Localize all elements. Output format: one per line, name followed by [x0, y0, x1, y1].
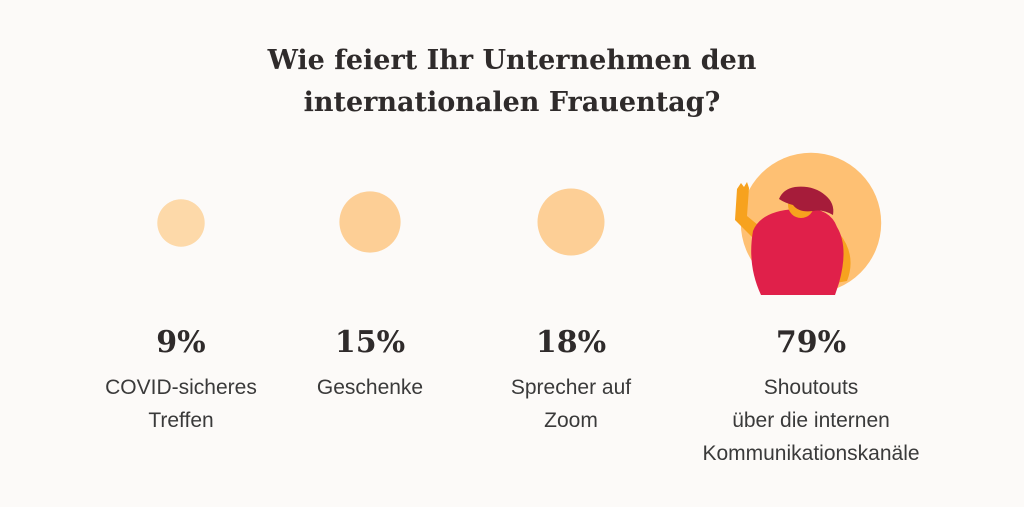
category-label-3-line-2: Zoom [544, 409, 598, 432]
category-label-4-line-3: Kommunikationskanäle [702, 442, 919, 465]
category-label-1-line-1: COVID-sicheres [105, 376, 257, 399]
category-label-3-line-1: Sprecher auf [511, 376, 631, 399]
title-line-2: internationalen Frauentag? [303, 87, 721, 118]
bubble-group-1: 9% COVID-sicheres Treffen [105, 199, 257, 432]
bubble-2 [339, 191, 401, 253]
title-line-1: Wie feiert Ihr Unternehmen den [267, 45, 757, 76]
bubble-group-2: 15% Geschenke [317, 191, 423, 399]
figure-body [751, 208, 844, 295]
woman-illustration [735, 182, 851, 295]
value-label-2: 15% [335, 325, 405, 360]
bubble-1 [157, 199, 205, 247]
bubble-group-3: 18% Sprecher auf Zoom [511, 188, 631, 432]
category-label-4-line-2: über die internen [732, 409, 890, 432]
value-label-3: 18% [536, 325, 606, 360]
chart-title: Wie feiert Ihr Unternehmen den internati… [0, 40, 1024, 124]
category-label-2-line-1: Geschenke [317, 376, 423, 399]
figure-hair [779, 186, 834, 215]
bubble-3 [537, 188, 605, 256]
category-label-1-line-2: Treffen [148, 409, 213, 432]
bubble-group-4: 79% Shoutouts über die internen Kommunikati… [702, 152, 920, 465]
value-label-4: 79% [776, 325, 846, 360]
value-label-1: 9% [156, 325, 205, 360]
category-label-4-line-1: Shoutouts [764, 376, 859, 399]
